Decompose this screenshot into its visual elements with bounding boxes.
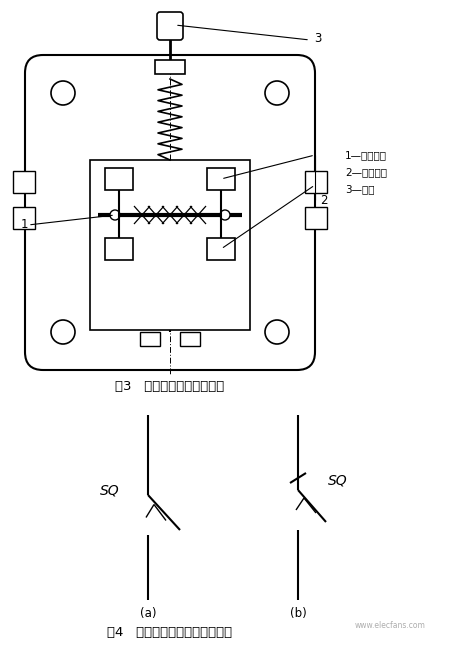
Bar [305, 171, 327, 193]
Text: 1—动触头；: 1—动触头； [345, 150, 387, 160]
Text: (a): (a) [140, 606, 156, 619]
FancyBboxPatch shape [157, 12, 183, 40]
Text: www.elecfans.com: www.elecfans.com [355, 621, 426, 630]
Bar [155, 60, 185, 74]
Text: SQ: SQ [100, 483, 120, 497]
Bar [305, 207, 327, 229]
Circle shape [265, 81, 289, 105]
Bar [13, 207, 35, 229]
Text: 图3   接触式行程开关结构图: 图3 接触式行程开关结构图 [115, 381, 225, 394]
Bar [105, 238, 133, 260]
Text: 3—撞杆: 3—撞杆 [345, 184, 374, 194]
Circle shape [265, 320, 289, 344]
Bar [105, 168, 133, 190]
Circle shape [220, 210, 230, 220]
Bar [180, 332, 200, 346]
Bar [140, 332, 160, 346]
Bar [207, 238, 235, 260]
Circle shape [51, 320, 75, 344]
Bar [13, 171, 35, 193]
Text: 2: 2 [320, 194, 328, 207]
Bar [90, 160, 250, 330]
Circle shape [51, 81, 75, 105]
FancyBboxPatch shape [25, 55, 315, 370]
Bar [207, 168, 235, 190]
Text: 1: 1 [20, 218, 28, 232]
Circle shape [110, 210, 120, 220]
Text: (b): (b) [290, 606, 306, 619]
Text: 3: 3 [314, 31, 321, 44]
Text: SQ: SQ [328, 473, 348, 487]
Text: 图4   行程开关的图形和文字符号: 图4 行程开关的图形和文字符号 [108, 627, 233, 640]
Text: 2—静触头；: 2—静触头； [345, 167, 387, 177]
